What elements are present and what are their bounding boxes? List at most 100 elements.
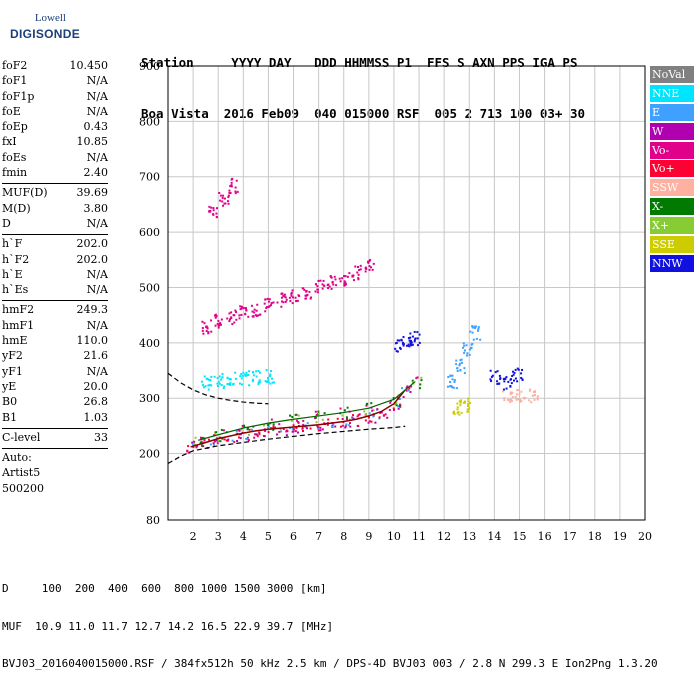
x-trace-point: [295, 419, 298, 422]
echo-point: [372, 262, 375, 265]
echo-point: [359, 264, 362, 267]
echo-point: [252, 378, 255, 381]
echo-point: [489, 369, 492, 372]
param-value: 26.8: [83, 395, 109, 409]
o-trace-point: [309, 427, 312, 430]
echo-point: [280, 305, 283, 308]
legend-item: NNE: [650, 84, 694, 102]
o-trace-point: [367, 416, 370, 419]
echo-point: [203, 322, 206, 325]
echo-point: [221, 376, 224, 379]
echo-point: [202, 332, 205, 335]
x-trace-point: [410, 385, 413, 388]
o-trace-line: [190, 389, 406, 448]
o-trace-point: [318, 426, 321, 429]
x-trace-point: [221, 437, 224, 440]
echo-point: [413, 330, 416, 333]
echo-point: [407, 344, 410, 347]
o-trace-point: [357, 424, 360, 427]
echo-point: [234, 190, 237, 193]
echo-point: [416, 331, 419, 334]
param-value: N/A: [86, 267, 108, 281]
x-trace-point: [419, 387, 422, 390]
echo-point: [208, 383, 211, 386]
echo-point: [255, 309, 258, 312]
param-row: fmin 2.40: [2, 166, 108, 181]
echo-point: [267, 300, 270, 303]
o-trace-point: [345, 423, 348, 426]
echo-point: [536, 397, 539, 400]
echo-point: [364, 267, 367, 270]
legend-item: NNW: [650, 254, 694, 272]
x-trace-point: [219, 440, 222, 443]
params-group-profile: hmF2 249.3 hmF1 N/A hmE 110.0 yF2 21.6 yF1 N/A yE 2…: [2, 303, 108, 425]
x-trace-point: [343, 409, 346, 412]
echo-point: [206, 327, 209, 330]
x-trace-point: [365, 413, 368, 416]
echo-point: [321, 287, 324, 290]
x-trace-point: [272, 428, 275, 431]
echo-point: [213, 314, 216, 317]
echo-point: [296, 299, 299, 302]
echo-point: [409, 339, 412, 342]
echo-point: [338, 277, 341, 280]
o-trace-point: [272, 426, 275, 429]
o-trace-point: [405, 386, 408, 389]
echo-point: [395, 350, 398, 353]
echo-point: [457, 410, 460, 413]
o-trace-point: [191, 443, 194, 446]
x-trace-point: [194, 436, 197, 439]
echo-point: [308, 290, 311, 293]
param-name: foF1: [2, 74, 28, 88]
echo-point: [213, 375, 216, 378]
echo-point: [458, 362, 461, 365]
param-name: foE: [2, 104, 21, 118]
echo-point: [245, 309, 248, 312]
param-value: 3.80: [83, 201, 109, 215]
echo-point: [351, 275, 354, 278]
x-tick-label: 13: [462, 530, 476, 543]
x-tick-label: 14: [487, 530, 501, 543]
o-trace-point: [351, 416, 354, 419]
echo-point: [240, 307, 243, 310]
params-separator: [2, 300, 108, 302]
echo-point: [418, 341, 421, 344]
echo-point: [233, 321, 236, 324]
echo-point: [226, 200, 229, 203]
y-tick-label: 400: [139, 337, 160, 350]
echo-point: [471, 325, 474, 328]
footer-file-info: BVJ03_2016040015000.RSF / 384fx512h 50 k…: [2, 657, 658, 670]
echo-point: [239, 308, 242, 311]
o-trace-point: [368, 420, 371, 423]
echo-point: [466, 354, 469, 357]
o-trace-point: [306, 422, 309, 425]
echo-point: [507, 398, 510, 401]
param-name: M(D): [2, 201, 31, 215]
param-name: hmF2: [2, 303, 35, 317]
o-trace-point: [348, 422, 351, 425]
echo-point: [239, 305, 242, 308]
echo-point: [216, 382, 219, 385]
echo-point: [502, 390, 505, 393]
x-trace-point: [415, 377, 418, 380]
profile-curve: [167, 425, 406, 465]
o-trace-point: [191, 441, 194, 444]
o-trace-point: [305, 427, 308, 430]
echo-point: [238, 317, 241, 320]
o-trace-point: [285, 434, 288, 437]
echo-point: [220, 378, 223, 381]
echo-point: [395, 341, 398, 344]
echo-point: [450, 385, 453, 388]
param-row: fxI 10.85: [2, 135, 108, 150]
digisonde-logo: Lowell DIGISONDE: [4, 8, 80, 48]
x-trace-point: [389, 401, 392, 404]
echo-point: [475, 337, 478, 340]
echo-point: [514, 396, 517, 399]
echo-point: [515, 393, 518, 396]
echo-point: [253, 311, 256, 314]
echo-point: [364, 266, 367, 269]
x-trace-point: [395, 404, 398, 407]
echo-point: [226, 317, 229, 320]
o-trace-point: [334, 425, 337, 428]
echo-point: [451, 378, 454, 381]
